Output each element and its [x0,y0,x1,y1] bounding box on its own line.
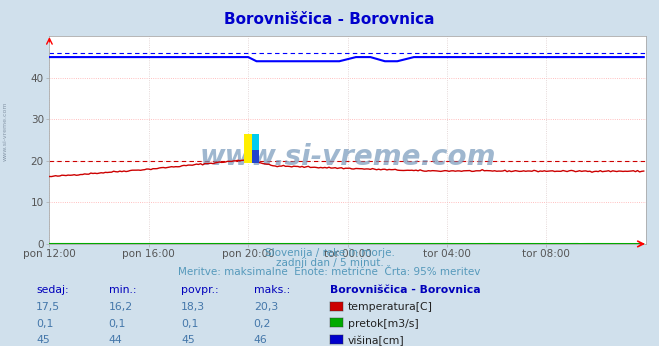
Text: 16,2: 16,2 [109,302,133,312]
Text: min.:: min.: [109,285,136,295]
Text: Borovniščica - Borovnica: Borovniščica - Borovnica [330,285,480,295]
Text: 0,1: 0,1 [109,319,126,329]
Text: Meritve: maksimalne  Enote: metrične  Črta: 95% meritev: Meritve: maksimalne Enote: metrične Črta… [179,267,480,277]
Text: Borovniščica - Borovnica: Borovniščica - Borovnica [224,12,435,27]
Text: 17,5: 17,5 [36,302,61,312]
Bar [252,134,258,150]
Text: pretok[m3/s]: pretok[m3/s] [348,319,418,329]
Text: Slovenija / reke in morje.: Slovenija / reke in morje. [264,248,395,258]
Text: www.si-vreme.com: www.si-vreme.com [3,102,8,161]
Bar [252,150,258,163]
Text: 46: 46 [254,335,268,345]
Text: 0,2: 0,2 [254,319,271,329]
Text: 0,1: 0,1 [181,319,198,329]
Text: višina[cm]: višina[cm] [348,335,405,346]
Text: 45: 45 [181,335,195,345]
Text: 45: 45 [36,335,50,345]
Bar [244,134,252,163]
Text: www.si-vreme.com: www.si-vreme.com [200,143,496,171]
Text: maks.:: maks.: [254,285,290,295]
Text: zadnji dan / 5 minut.: zadnji dan / 5 minut. [275,258,384,268]
Text: 18,3: 18,3 [181,302,206,312]
Text: sedaj:: sedaj: [36,285,69,295]
Text: povpr.:: povpr.: [181,285,219,295]
Text: 0,1: 0,1 [36,319,53,329]
Text: temperatura[C]: temperatura[C] [348,302,433,312]
Text: 44: 44 [109,335,123,345]
Text: 20,3: 20,3 [254,302,278,312]
